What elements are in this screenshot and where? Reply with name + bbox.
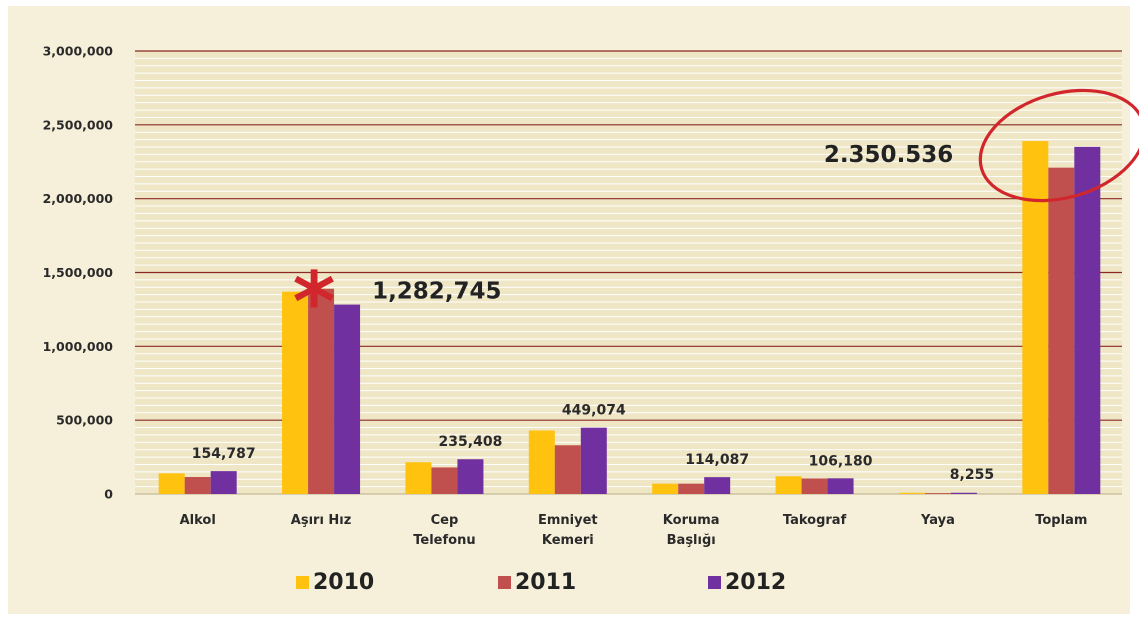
legend-label-2010: 2010: [313, 570, 374, 595]
bar-2010: [1022, 141, 1049, 494]
bar-2010: [775, 476, 802, 494]
data-label: 449,074: [562, 403, 626, 419]
bar-2012: [580, 427, 607, 494]
star-annotation: *: [293, 256, 336, 351]
y-tick-label: 1,000,000: [43, 339, 114, 354]
bar-2011: [431, 467, 458, 494]
highlight-ellipse: [978, 88, 1139, 203]
bar-2011: [554, 445, 581, 494]
bar-2012: [210, 471, 237, 494]
legend-label-2011: 2011: [515, 570, 576, 595]
y-tick-label: 0: [104, 487, 113, 502]
legend-label-2012: 2012: [725, 570, 786, 595]
bar-2011: [678, 483, 705, 494]
x-tick-label: Kemeri: [542, 533, 594, 548]
bar-2010: [898, 492, 925, 494]
data-label: 235,408: [439, 434, 503, 450]
x-tick-label: Alkol: [180, 513, 216, 528]
x-tick-label: Başlığı: [667, 533, 716, 548]
y-tick-label: 1,500,000: [43, 265, 114, 280]
bar-2011: [184, 477, 211, 494]
x-tick-label: Emniyet: [538, 513, 598, 528]
x-tick-label: Koruma: [663, 513, 720, 528]
legend-swatch-2011: [498, 576, 511, 589]
bar-2012: [704, 477, 731, 494]
data-label: 106,180: [809, 453, 873, 469]
x-tick-label: Telefonu: [413, 533, 475, 548]
bar-2011: [924, 493, 951, 494]
data-label: 1,282,745: [372, 279, 502, 305]
x-tick-label: Aşırı Hız: [291, 513, 352, 528]
y-tick-label: 3,000,000: [43, 44, 114, 59]
bar-2011: [801, 478, 828, 494]
data-label: 114,087: [685, 452, 749, 468]
bar-2012: [1074, 146, 1101, 495]
data-label: 154,787: [192, 446, 256, 462]
bar-2012: [827, 478, 854, 494]
bar-2010: [158, 473, 185, 494]
legend-swatch-2010: [296, 576, 309, 589]
bar-2011: [1048, 167, 1075, 494]
bar-2012: [457, 459, 484, 494]
bar-2010: [528, 430, 555, 494]
bar-2011: [308, 288, 335, 494]
y-tick-label: 2,000,000: [43, 191, 114, 206]
y-tick-label: 2,500,000: [43, 117, 114, 132]
data-label: 2.350.536: [824, 142, 954, 168]
data-label: 8,255: [950, 467, 994, 483]
x-tick-label: Cep: [431, 513, 459, 528]
bar-2010: [405, 462, 432, 494]
bar-2012: [334, 304, 361, 494]
bar-2010: [652, 483, 679, 494]
x-tick-label: Toplam: [1035, 513, 1087, 528]
bar-2010: [282, 291, 309, 494]
legend-swatch-2012: [708, 576, 721, 589]
bar-2012: [950, 492, 977, 494]
x-tick-label: Yaya: [920, 513, 955, 528]
x-tick-label: Takograf: [783, 513, 847, 528]
y-tick-label: 500,000: [56, 413, 113, 428]
